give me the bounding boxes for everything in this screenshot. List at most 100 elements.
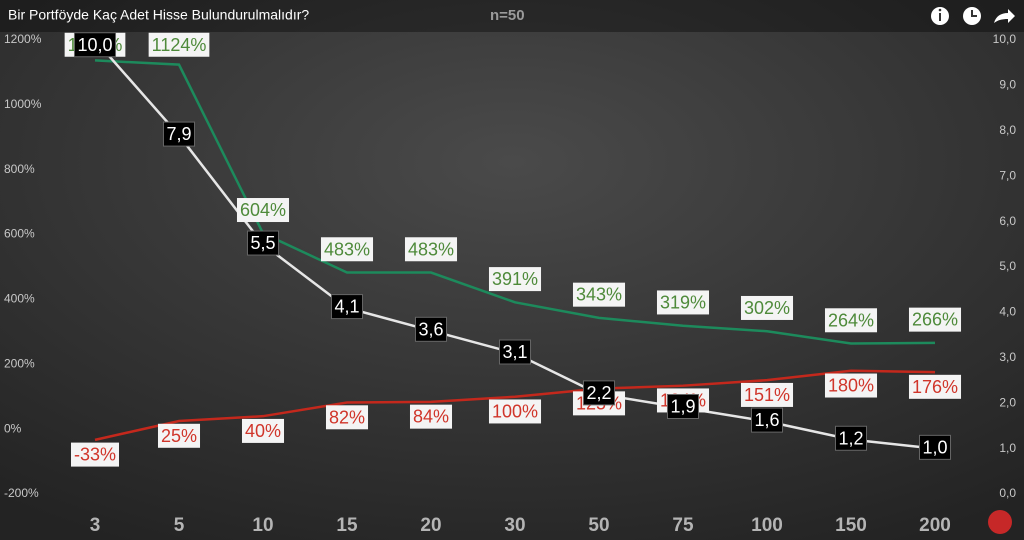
- y2-tick-label: 2,0: [999, 395, 1016, 409]
- value-label-box: [148, 32, 210, 57]
- value-label-text: 10,0: [77, 35, 112, 55]
- value-label: 1,9: [666, 393, 700, 419]
- value-label-text: 302%: [744, 298, 790, 318]
- value-label-box: [750, 407, 784, 433]
- value-label-box: [488, 267, 542, 292]
- value-label-box: [918, 434, 952, 460]
- value-label-box: [666, 393, 700, 419]
- y2-tick-label: 10,0: [993, 32, 1017, 46]
- value-label-box: [656, 290, 710, 315]
- y2-tick-label: 3,0: [999, 350, 1016, 364]
- value-label: 40%: [241, 418, 285, 443]
- share-icon[interactable]: [994, 9, 1015, 23]
- value-label-text: 604%: [240, 200, 286, 220]
- value-label-text: 1124%: [152, 35, 207, 55]
- value-label: 343%: [572, 282, 626, 307]
- info-icon[interactable]: [931, 7, 949, 25]
- value-label: 266%: [908, 307, 962, 332]
- value-label: 264%: [824, 308, 878, 333]
- y2-tick-label: 6,0: [999, 214, 1016, 228]
- value-label-box: [409, 404, 453, 429]
- watch-later-icon[interactable]: [963, 7, 981, 25]
- value-label: 10,0: [73, 32, 117, 58]
- value-label: 2,2: [582, 380, 616, 406]
- value-label-box: [908, 374, 962, 399]
- value-label-box: [572, 282, 626, 307]
- value-label: 4,1: [330, 294, 364, 320]
- value-label-box: [325, 405, 369, 430]
- value-label-box: [330, 294, 364, 320]
- value-label-box: [73, 32, 117, 58]
- value-label: 7,9: [162, 121, 196, 147]
- x-tick-label: 20: [420, 515, 441, 536]
- y-tick-label: 1000%: [4, 97, 42, 111]
- value-label-box: [824, 373, 878, 398]
- y-tick-label: 200%: [4, 356, 35, 370]
- value-label: 483%: [320, 237, 374, 262]
- x-tick-label: 30: [504, 515, 525, 536]
- value-label: 151%: [740, 382, 794, 407]
- value-label-box: [488, 399, 542, 424]
- value-label-text: 3,6: [418, 319, 443, 339]
- y2-tick-label: 4,0: [999, 305, 1016, 319]
- value-label-box: [414, 316, 448, 342]
- x-tick-label: 3: [90, 515, 101, 536]
- value-label: -33%: [70, 442, 120, 467]
- value-label-text: 25%: [161, 426, 197, 446]
- value-label-text: 1,2: [838, 428, 863, 448]
- value-label-text: -33%: [74, 445, 116, 465]
- value-label-box: [236, 198, 290, 223]
- value-label-text: 264%: [828, 310, 874, 330]
- value-label-box: [740, 295, 794, 320]
- top-bar: [0, 0, 1024, 32]
- value-label: 483%: [404, 237, 458, 262]
- value-label-box: [162, 121, 196, 147]
- value-label: 319%: [656, 290, 710, 315]
- value-label-text: 266%: [912, 310, 958, 330]
- value-label: 3,1: [498, 339, 532, 365]
- value-label: 302%: [740, 295, 794, 320]
- value-label-text: 151%: [744, 385, 790, 405]
- chart-title: Bir Portföyde Kaç Adet Hisse Bulundurulm…: [8, 7, 309, 23]
- value-label-box: [908, 307, 962, 332]
- value-label-box: [740, 382, 794, 407]
- value-label-text: 5,5: [250, 233, 275, 253]
- channel-logo[interactable]: [988, 510, 1012, 534]
- y-tick-label: -200%: [4, 486, 39, 500]
- y-tick-label: 0%: [4, 421, 22, 435]
- y2-tick-label: 5,0: [999, 259, 1016, 273]
- value-label-box: [498, 339, 532, 365]
- x-tick-label: 15: [336, 515, 358, 536]
- value-label-text: 100%: [492, 401, 538, 421]
- value-label-text: 84%: [413, 407, 449, 427]
- y-tick-label: 800%: [4, 162, 35, 176]
- y2-tick-label: 7,0: [999, 168, 1016, 182]
- value-label-box: [320, 237, 374, 262]
- value-label: 3,6: [414, 316, 448, 342]
- value-label: 1,2: [834, 425, 868, 451]
- value-label-text: 1,9: [670, 396, 695, 416]
- value-label-text: 343%: [576, 285, 622, 305]
- value-label-text: 1,6: [754, 410, 779, 430]
- chart-subtitle: n=50: [490, 7, 525, 24]
- value-label: 25%: [157, 423, 201, 448]
- value-label-text: 7,9: [166, 124, 191, 144]
- value-label-box: [824, 308, 878, 333]
- y2-tick-label: 9,0: [999, 78, 1016, 92]
- x-tick-label: 50: [588, 515, 609, 536]
- value-label: 180%: [824, 373, 878, 398]
- y-tick-label: 1200%: [4, 32, 42, 46]
- x-tick-label: 75: [672, 515, 694, 536]
- y2-tick-label: 8,0: [999, 123, 1016, 137]
- value-label-text: 483%: [408, 239, 454, 259]
- value-label-text: 176%: [912, 377, 958, 397]
- value-label: 1124%: [148, 32, 210, 57]
- value-label-text: 3,1: [502, 342, 527, 362]
- value-label: 100%: [488, 399, 542, 424]
- series-line: [94, 369, 936, 442]
- value-label-box: [834, 425, 868, 451]
- value-label-text: 180%: [828, 376, 874, 396]
- value-label-box: [70, 442, 120, 467]
- value-label-box: [404, 237, 458, 262]
